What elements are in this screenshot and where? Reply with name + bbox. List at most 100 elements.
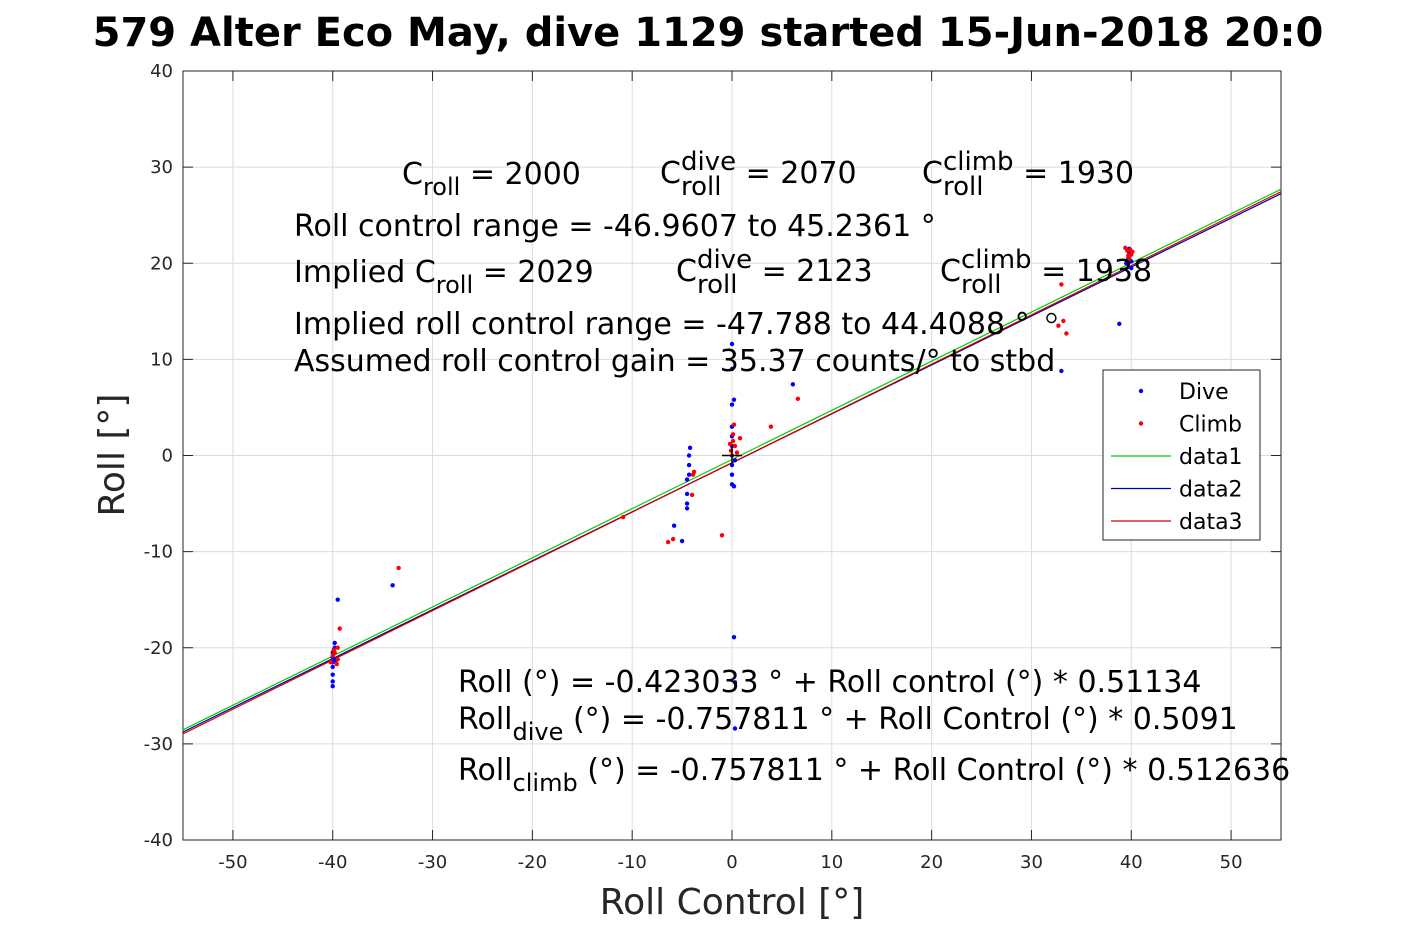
dive-point [684,506,690,511]
climb-point [737,435,743,441]
climb-point [620,514,626,520]
climb-point [1130,249,1135,254]
dive-point [684,491,690,497]
x-tick-label: -50 [218,852,247,873]
x-tick-label: 30 [1020,852,1043,873]
implied-c-roll-dive-subscript: roll [696,269,738,300]
climb-point [1127,256,1132,261]
implied-c-roll-climb-value: = 1938 [1041,254,1153,290]
dive-point [686,462,692,468]
implied-c-roll-climb-label: C [940,254,961,290]
dive-point [390,583,395,588]
implied-c-roll-value: = 2029 [482,255,594,290]
dive-point [686,472,692,477]
axes: -50 -40 -30 -20 -10 0 10 20 30 40 50 -40 -30 -20 -10 0 1… [144,61,1282,873]
dive-point [732,680,738,685]
dive-point [729,366,735,372]
c-roll-label: C [402,157,423,192]
climb-point [732,443,738,449]
dive-point [330,672,335,677]
y-tick-label: 40 [150,61,173,82]
legend-box [1102,369,1261,541]
c-roll-climb-value: = 1930 [1023,156,1135,192]
y-tick-label: -30 [144,734,173,755]
legend-marker-climb [1138,421,1144,426]
implied-c-roll-label: Implied C [294,255,436,290]
dive-point [732,458,738,463]
y-tick-label: 0 [162,446,173,467]
legend-label: Climb [1179,413,1242,438]
climb-point [730,432,736,437]
dive-point [732,726,738,731]
climb-point [689,492,695,498]
fit-dive-label: Roll [458,702,513,737]
dive-point [1129,265,1134,271]
dive-point [687,445,693,451]
fit-dive-equation: Rolldive (°) = -0.757811 ° + Roll Contro… [458,702,1238,744]
y-tick-label: 10 [150,349,173,370]
dive-point [679,538,685,544]
fit-climb-subscript: climb [512,768,578,797]
fit-all-equation: Roll (°) = -0.423033 ° + Roll control (°… [458,665,1202,700]
dive-point [335,597,340,602]
climb-point [335,645,340,650]
climb-point [727,441,733,447]
y-tick-label: -20 [144,638,173,659]
climb-point [334,661,339,667]
climb-point [734,450,740,455]
dive-point [330,679,335,684]
x-tick-label: -30 [418,852,447,873]
dive-point [684,501,690,506]
c-roll-annotation: Croll = 2000 [402,157,581,199]
chart-title: 579 Alter Eco May, dive 1129 started 15-… [93,10,1324,56]
dive-point [731,484,737,489]
y-axis-label: Roll [°] [92,394,133,517]
climb-point [1064,331,1069,336]
x-tick-label: -10 [617,852,646,873]
legend-label: data3 [1179,510,1243,535]
fit-climb-text: (°) = -0.757811 ° + Roll Control (°) * 0… [587,753,1291,788]
dive-point [731,634,737,640]
dive-point [1117,321,1122,327]
climb-point [665,539,671,545]
c-roll-dive-label: C [660,156,681,192]
c-roll-subscript: roll [422,172,461,201]
x-tick-label: 40 [1120,852,1143,873]
climb-point [730,438,736,444]
dive-point [330,664,335,670]
dive-point [790,382,796,387]
dive-point [729,341,735,347]
x-tick-label: 50 [1220,852,1243,873]
c-roll-dive-value: = 2070 [745,156,857,192]
series-climb [328,245,1135,667]
dive-point [684,477,690,482]
c-roll-dive-superscript: dive [680,147,737,177]
c-roll-dive-subscript: roll [680,171,722,202]
implied-c-roll-annotation: Implied Croll = 2029 [294,255,594,297]
climb-point [328,659,333,665]
plot-frame [182,70,1282,841]
climb-point [768,424,774,429]
legend-label: data1 [1179,445,1243,470]
dive-point [731,397,737,402]
dive-point [332,640,337,646]
implied-c-roll-climb-superscript: climb [960,245,1032,275]
y-tick-label: 30 [150,157,173,178]
c-roll-climb-label: C [922,156,943,192]
climb-point [691,469,697,475]
legend-marker-dive [1138,388,1144,394]
climb-point [795,396,801,401]
y-tick-label: -40 [144,830,173,851]
dive-point [729,402,735,407]
dive-point [1059,368,1064,374]
dive-point [729,472,735,477]
legend-label: Dive [1179,380,1229,405]
x-tick-label: -20 [518,852,547,873]
fit-dive-subscript: dive [512,717,564,746]
assumed-roll-control-gain: Assumed roll control gain = 35.37 counts… [294,344,1056,379]
x-tick-label: 20 [920,852,943,873]
